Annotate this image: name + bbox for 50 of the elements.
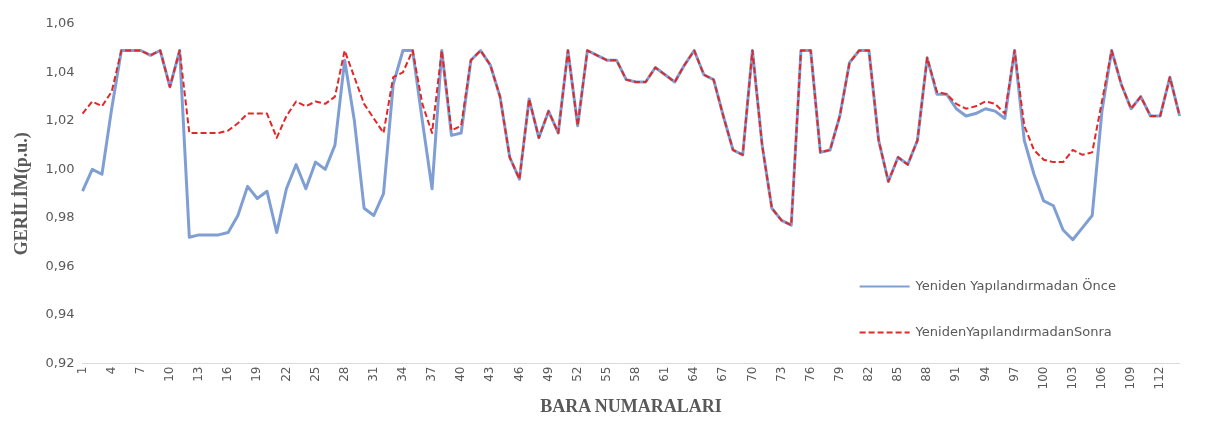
x-tick-label: 88 [919, 366, 934, 382]
x-tick-label: 46 [511, 366, 526, 382]
x-tick-label: 100 [1035, 366, 1050, 390]
y-tick-label: 1,02 [45, 112, 75, 128]
y-tick-label: 1,06 [45, 15, 75, 31]
x-tick-label: 52 [569, 366, 584, 382]
y-tick-label: 1,00 [45, 160, 75, 176]
x-tick-label: 64 [686, 366, 701, 382]
x-tick-label: 28 [336, 366, 351, 382]
x-tick-label: 112 [1152, 366, 1167, 390]
x-tick-label: 61 [657, 366, 672, 382]
x-tick-label: 79 [831, 366, 846, 382]
y-tick-label: 1,04 [45, 63, 75, 79]
y-tick-label: 0,94 [45, 306, 75, 322]
x-tick-label: 91 [948, 366, 963, 382]
x-tick-label: 10 [162, 366, 177, 382]
x-tick-label: 13 [191, 366, 206, 382]
y-tick-label: 0,92 [45, 354, 75, 370]
x-tick-label: 58 [628, 366, 643, 382]
x-tick-label: 37 [424, 366, 439, 382]
x-tick-label: 97 [1006, 366, 1021, 382]
x-tick-label: 34 [395, 366, 410, 382]
legend-label: Yeniden Yapılandırmadan Önce [914, 276, 1116, 293]
x-tick-label: 25 [307, 366, 322, 382]
legend-label: YenidenYapılandırmadanSonra [914, 323, 1112, 339]
x-tick-label: 76 [802, 366, 817, 382]
x-tick-label: 4 [103, 366, 118, 375]
x-tick-label: 22 [278, 366, 293, 382]
x-axis-title: BARA NUMARALARI [540, 395, 722, 416]
x-tick-label: 94 [977, 366, 992, 382]
x-tick-label: 49 [540, 366, 555, 382]
x-tick-label: 103 [1064, 366, 1079, 390]
y-tick-label: 0,96 [45, 257, 75, 273]
x-tick-label: 109 [1123, 366, 1138, 390]
x-tick-label: 82 [861, 366, 876, 382]
x-tick-label: 85 [890, 366, 905, 382]
y-axis-title: GERİLİM(p.u.) [11, 132, 33, 256]
y-tick-label: 0,98 [45, 209, 75, 225]
x-tick-label: 16 [220, 366, 235, 382]
x-tick-label: 67 [715, 366, 730, 382]
x-tick-label: 73 [773, 366, 788, 382]
x-tick-label: 43 [482, 366, 497, 382]
x-tick-label: 31 [365, 366, 380, 382]
x-tick-label: 1 [74, 366, 89, 375]
x-tick-label: 7 [132, 366, 147, 375]
x-tick-label: 106 [1094, 366, 1109, 390]
x-tick-label: 55 [598, 366, 613, 382]
x-tick-label: 40 [453, 366, 468, 382]
x-tick-label: 19 [249, 366, 264, 382]
x-tick-label: 70 [744, 366, 759, 382]
